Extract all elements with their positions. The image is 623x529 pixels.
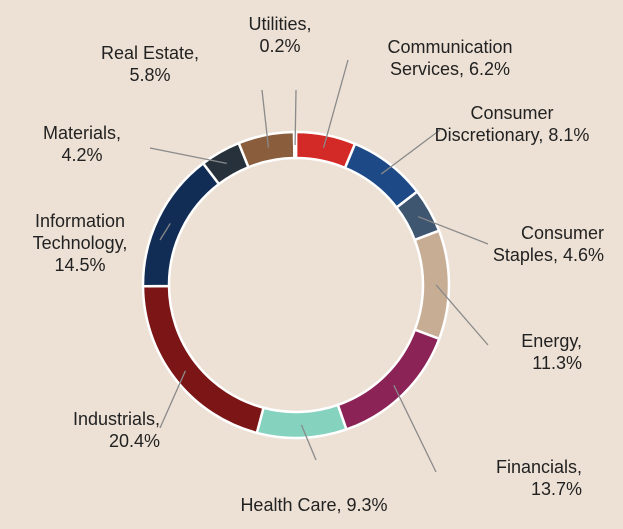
leader-line [159, 370, 186, 429]
leader-line [393, 384, 437, 473]
leader-line [417, 216, 489, 245]
leader-line [159, 223, 171, 241]
value-label: 5.8% [129, 65, 171, 85]
leader-line [294, 89, 297, 146]
value-label: 0.2% [259, 36, 301, 56]
category-label: Real Estate, [100, 43, 200, 63]
donut-segment [336, 328, 441, 432]
donut-segment [237, 130, 296, 169]
data-label: Energy, 11.3% [482, 330, 582, 374]
data-label: Consumer Staples, 4.6% [484, 222, 604, 266]
data-label: Real Estate, 5.8% [85, 42, 215, 86]
category-label: Financials, [495, 457, 582, 477]
donut-segment [255, 403, 348, 440]
data-label: Information Technology, 14.5% [5, 210, 155, 276]
data-label: Consumer Discretionary, 8.1% [427, 102, 597, 146]
data-label: Materials, 4.2% [27, 122, 137, 166]
category-label: Utilities, [248, 14, 312, 34]
category-label: Industrials, [72, 409, 160, 429]
value-label: 4.2% [61, 145, 103, 165]
leader-line [435, 284, 489, 346]
value-label: 11.3% [532, 353, 582, 373]
category-label: Communication Services, [387, 37, 513, 79]
category-label: Materials, [42, 123, 122, 143]
data-label: Financials, 13.7% [442, 456, 582, 500]
data-label: Utilities, 0.2% [235, 13, 325, 57]
category-label: Information Technology, [32, 211, 128, 253]
value-label: 14.5% [54, 255, 106, 275]
category-label: Health Care, [240, 495, 342, 515]
donut-segment [343, 142, 419, 210]
leader-line [149, 147, 227, 164]
data-label: Health Care, 9.3% [239, 494, 389, 516]
category-label: Consumer Staples, [492, 223, 604, 265]
leader-line [380, 129, 441, 175]
value-label: 20.4% [108, 431, 160, 451]
category-label: Consumer Discretionary, [434, 103, 554, 145]
value-label: 6.2% [469, 59, 511, 79]
leader-line [300, 424, 317, 461]
leader-line [261, 89, 270, 148]
value-label: 9.3% [346, 495, 388, 515]
donut-segment [413, 229, 451, 341]
data-label: Industrials, 20.4% [30, 408, 160, 452]
donut-segment [141, 284, 266, 435]
leader-line [322, 59, 349, 148]
value-label: 4.6% [562, 245, 604, 265]
value-label: 13.7% [530, 479, 582, 499]
category-label: Energy, [521, 331, 582, 351]
value-label: 8.1% [548, 125, 590, 145]
data-label: Communication Services, 6.2% [360, 36, 540, 80]
